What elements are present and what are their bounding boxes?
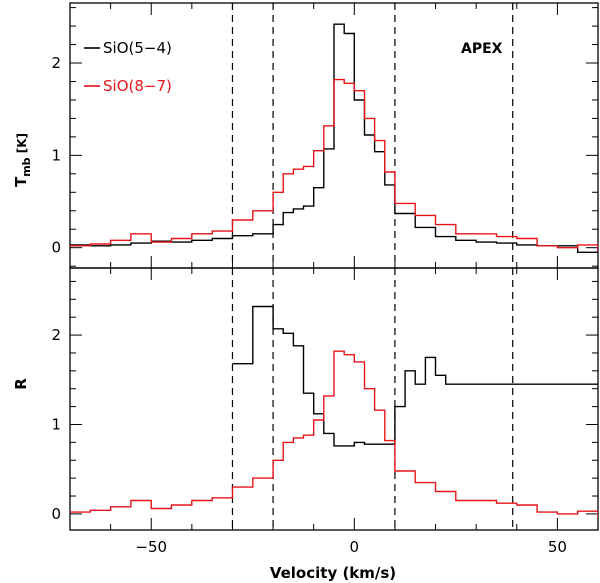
spectra-series-0 [70, 23, 598, 253]
ratio-ytick-label-0: 0 [51, 505, 61, 523]
ratio-ytick-label-1: 1 [51, 415, 61, 433]
ratio-series-0 [232, 305, 598, 447]
spectra-ytick-label-1: 1 [51, 146, 61, 164]
y-label-top-unit: [K] [15, 133, 29, 157]
legend-label-sio54: SiO(5−4) [103, 39, 172, 57]
legend-label-sio87: SiO(8−7) [103, 77, 172, 95]
y-axis-label-top: Tmb [K] [12, 133, 33, 187]
xtick-label-0: 0 [350, 538, 360, 556]
apex-annotation: APEX [461, 41, 503, 57]
xtick-label-50: 50 [548, 538, 567, 556]
spectra-series-1 [70, 78, 598, 252]
y-label-top-sub: mb [20, 157, 33, 176]
xtick-label--50: −50 [135, 538, 167, 556]
spectra-ytick-label-2: 2 [51, 54, 61, 72]
x-axis-label: Velocity (km/s) [270, 564, 396, 582]
y-label-top-main: T [12, 176, 30, 187]
ratio-ytick-label-2: 2 [51, 326, 61, 344]
ratio-panel: 0 1 2 −50 0 50 [51, 267, 599, 556]
legend: SiO(5−4) SiO(8−7) [84, 39, 172, 95]
ratio-series-1 [70, 350, 598, 518]
y-axis-label-bottom: R [12, 378, 30, 390]
ratio-frame [69, 267, 599, 531]
spectra-ytick-label-0: 0 [51, 239, 61, 257]
